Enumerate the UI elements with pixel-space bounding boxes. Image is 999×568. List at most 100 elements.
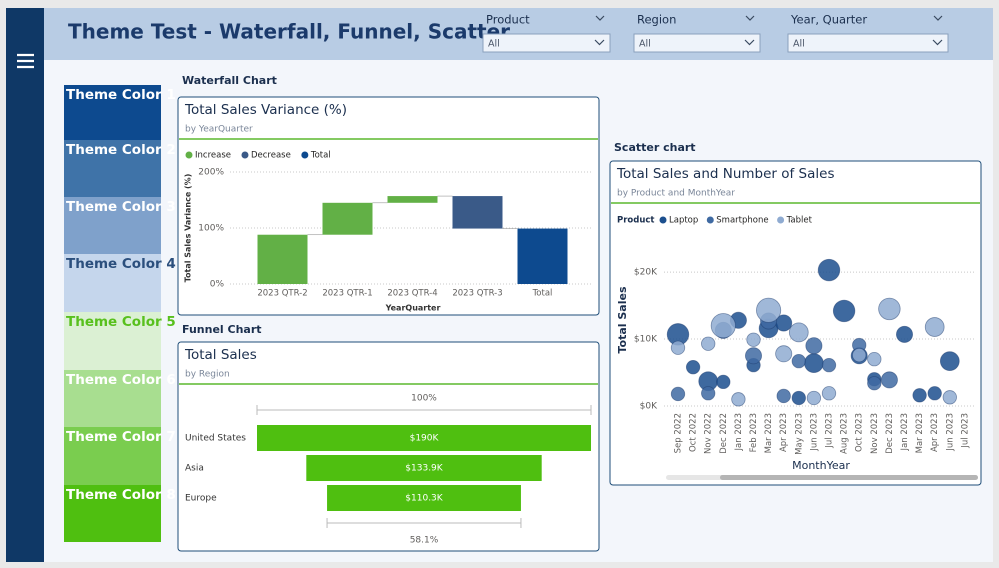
percent-label: 100% — [411, 394, 437, 404]
waterfall-bar — [517, 228, 568, 284]
legend-label: Increase — [195, 151, 231, 161]
x-tick-label: May 2023 — [794, 413, 804, 455]
legend-label: Tablet — [786, 216, 813, 226]
chart-title: Total Sales Variance (%) — [184, 102, 347, 118]
scatter-point[interactable] — [685, 360, 701, 375]
x-tick-label: Total — [532, 289, 553, 299]
chart-title: Total Sales and Number of Sales — [616, 166, 835, 182]
scatter-point[interactable] — [710, 313, 736, 339]
scatter-point[interactable] — [880, 371, 898, 389]
y-tick-label: 200% — [198, 168, 224, 178]
y-tick-label: $20K — [634, 268, 658, 278]
x-tick-label: Sep 2022 — [674, 413, 684, 453]
x-tick-label: 2023 QTR-1 — [322, 289, 372, 299]
scatter-point[interactable] — [927, 386, 942, 401]
menu-icon[interactable] — [17, 53, 34, 69]
scatter-point[interactable] — [701, 386, 716, 401]
theme-swatch — [64, 427, 161, 485]
filter-value: All — [488, 39, 500, 50]
filter-dropdown[interactable] — [787, 33, 949, 53]
scatter-point[interactable] — [731, 392, 746, 407]
scatter-point[interactable] — [806, 390, 822, 406]
scatter-point[interactable] — [832, 299, 856, 323]
scatter-point[interactable] — [821, 386, 837, 401]
y-axis-title: Total Sales — [616, 286, 629, 353]
waterfall-bar — [322, 202, 373, 235]
theme-label: Theme Color 6 — [66, 372, 176, 388]
scatter-point[interactable] — [791, 353, 806, 369]
theme-label: Theme Color 5 — [66, 314, 176, 330]
scatter-point[interactable] — [701, 336, 716, 351]
filter-dropdown[interactable] — [482, 33, 611, 53]
scatter-point[interactable] — [896, 325, 914, 343]
filter-value: All — [639, 39, 651, 50]
y-tick-label: $0K — [640, 402, 658, 412]
scatter-point[interactable] — [746, 332, 761, 347]
scatter-point[interactable] — [912, 388, 927, 403]
scatter-point[interactable] — [942, 390, 957, 405]
scatter-point[interactable] — [788, 322, 809, 343]
x-tick-label: Jul 2023 — [960, 413, 970, 449]
scatter-point[interactable] — [805, 337, 823, 355]
filter-chevron — [595, 15, 605, 21]
theme-label: Theme Color 7 — [66, 429, 176, 445]
legend-marker — [301, 151, 309, 159]
x-tick-label: 2023 QTR-4 — [387, 289, 437, 299]
scatter-point[interactable] — [670, 340, 686, 355]
scatter-point[interactable] — [791, 390, 806, 406]
x-tick-label: 2023 QTR-3 — [452, 289, 502, 299]
x-tick-label: Nov 2023 — [870, 413, 880, 454]
legend-marker — [185, 151, 193, 159]
legend-marker — [777, 216, 785, 224]
x-tick-label: Nov 2022 — [704, 413, 714, 454]
section-label: Funnel Chart — [182, 323, 262, 336]
scatter-point[interactable] — [939, 351, 960, 371]
percent-bracket — [326, 518, 522, 528]
x-tick-label: Oct 2023 — [855, 413, 865, 452]
chart-card — [609, 160, 982, 486]
theme-swatch — [64, 370, 161, 427]
y-tick-label: 0% — [210, 280, 225, 290]
scatter-point[interactable] — [867, 376, 882, 391]
scatter-point[interactable] — [852, 347, 867, 363]
x-tick-label: Mar 2023 — [764, 413, 774, 453]
filter-label: Year, Quarter — [790, 13, 867, 27]
scatter-point[interactable] — [924, 317, 945, 337]
scatter-point[interactable] — [775, 345, 793, 363]
filter-label: Product — [486, 13, 530, 27]
x-tick-label: Apr 2023 — [930, 413, 940, 452]
value-label: $133.9K — [405, 464, 443, 474]
theme-swatch — [64, 254, 161, 312]
x-tick-label: Jun 2023 — [945, 413, 955, 452]
scatter-point[interactable] — [716, 374, 731, 390]
scatter-point[interactable] — [821, 358, 837, 373]
scatter-point[interactable] — [776, 388, 791, 404]
filter-chevron — [745, 15, 755, 21]
category-label: Asia — [185, 464, 204, 474]
legend-marker — [241, 151, 249, 159]
scatter-point[interactable] — [670, 386, 686, 402]
scatter-point[interactable] — [745, 347, 763, 365]
scatter-point[interactable] — [867, 351, 882, 367]
scatter-point[interactable] — [878, 297, 901, 321]
percent-label: 58.1% — [410, 536, 439, 546]
scatter-point[interactable] — [804, 353, 824, 374]
nav-bar — [6, 8, 44, 562]
dropdown-chevron — [594, 39, 605, 46]
x-tick-label: Jan 2023 — [900, 413, 910, 451]
scatter-point[interactable] — [817, 258, 841, 282]
x-axis-title: YearQuarter — [385, 304, 441, 313]
theme-swatch — [64, 140, 161, 197]
scrollbar-thumb[interactable] — [720, 475, 978, 480]
x-tick-label: 2023 QTR-2 — [257, 289, 307, 299]
legend-marker — [706, 216, 714, 224]
theme-label: Theme Color 8 — [66, 487, 176, 503]
value-label: $190K — [410, 434, 440, 444]
x-axis-title: MonthYear — [792, 459, 850, 472]
funnel-bar — [306, 455, 542, 481]
scatter-point[interactable] — [756, 297, 782, 323]
legend-label: Laptop — [669, 216, 698, 226]
section-label: Scatter chart — [614, 141, 696, 154]
filter-dropdown[interactable] — [633, 33, 761, 53]
